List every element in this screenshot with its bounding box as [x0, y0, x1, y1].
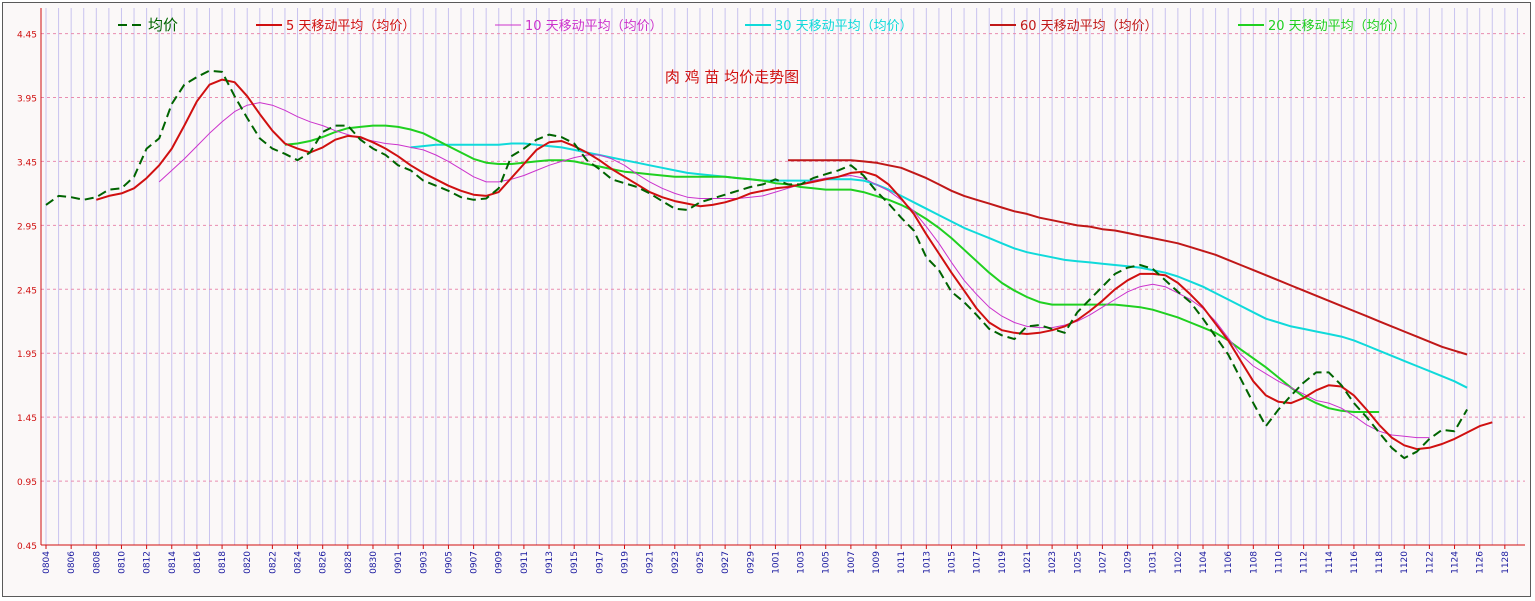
x-tick-label: 1009 — [872, 551, 882, 574]
x-tick-label: 1102 — [1174, 551, 1184, 574]
x-tick-label: 0905 — [444, 551, 454, 574]
y-tick-label: 1.45 — [17, 414, 37, 424]
axes — [40, 8, 1525, 546]
x-tick-label: 0810 — [117, 551, 127, 574]
legend-label: 20 天移动平均（均价） — [1268, 19, 1406, 34]
x-tick-label: 0818 — [218, 551, 228, 574]
x-tick-label: 1007 — [847, 551, 857, 574]
x-tick-label: 1108 — [1249, 551, 1259, 574]
x-tick-label: 1029 — [1124, 551, 1134, 574]
x-tick-label: 0903 — [419, 551, 429, 574]
x-tick-label: 0917 — [595, 551, 605, 574]
legend-label: 30 天移动平均（均价） — [775, 19, 913, 34]
x-tick-label: 0812 — [143, 551, 153, 574]
x-tick-label: 0901 — [394, 551, 404, 574]
legend-label: 60 天移动平均（均价） — [1020, 19, 1158, 34]
x-tick-label: 1104 — [1199, 551, 1209, 574]
x-tick-label: 0830 — [369, 551, 379, 574]
x-tick-label: 1001 — [771, 551, 781, 574]
x-tick-label: 1003 — [797, 551, 807, 574]
x-tick-label: 0929 — [746, 551, 756, 574]
x-tick-label: 0816 — [193, 551, 203, 574]
series-line — [788, 159, 1468, 356]
y-tick-label: 0.95 — [17, 478, 37, 488]
x-tick-label: 1005 — [822, 551, 832, 574]
x-tick-label: 0808 — [92, 551, 102, 574]
legend-label: 均价 — [148, 16, 178, 34]
x-tick-label: 1017 — [973, 551, 983, 574]
x-tick-label: 1120 — [1400, 551, 1410, 574]
series-line — [158, 102, 1430, 439]
legend-label: 10 天移动平均（均价） — [525, 19, 663, 34]
x-tick-label: 1021 — [1023, 551, 1033, 574]
x-tick-label: 0915 — [570, 551, 580, 574]
x-tick-label: 1126 — [1476, 551, 1486, 574]
x-tick-label: 0911 — [520, 551, 530, 574]
x-tick-label: 1122 — [1425, 551, 1435, 574]
x-tick-label: 0919 — [621, 551, 631, 574]
y-tick-label: 2.45 — [17, 286, 37, 296]
x-tick-label: 1011 — [897, 551, 907, 574]
x-axis-tick-labels: 0804 0806 0808 0810 0812 0814 0816 0818 0820 0822… — [42, 545, 1511, 574]
x-tick-label: 1013 — [922, 551, 932, 574]
x-tick-label: 1116 — [1350, 551, 1360, 574]
x-tick-label: 0923 — [671, 551, 681, 574]
x-tick-label: 1015 — [947, 551, 957, 574]
y-tick-label: 0.45 — [17, 542, 37, 552]
series-line — [284, 124, 1380, 413]
x-tick-label: 1031 — [1149, 551, 1159, 574]
legend: 均价 5 天移动平均（均价） 10 天移动平均（均价） 30 天移动平均（均价） 60 … — [118, 16, 1406, 34]
x-tick-label: 0828 — [344, 551, 354, 574]
x-tick-label: 1025 — [1073, 551, 1083, 574]
x-tick-label: 0925 — [696, 551, 706, 574]
x-tick-label: 0822 — [268, 551, 278, 574]
y-tick-label: 3.95 — [17, 95, 37, 105]
x-tick-label: 1110 — [1274, 551, 1284, 574]
x-tick-label: 0814 — [168, 551, 178, 574]
x-tick-label: 0921 — [646, 551, 656, 574]
series-line — [45, 69, 1468, 460]
x-tick-label: 0806 — [67, 551, 77, 574]
y-tick-label: 4.45 — [17, 31, 37, 41]
x-tick-label: 0824 — [294, 551, 304, 574]
x-tick-label: 1027 — [1098, 551, 1108, 574]
x-tick-label: 1019 — [998, 551, 1008, 574]
x-tick-label: 0909 — [495, 551, 505, 574]
x-tick-label: 1114 — [1325, 551, 1335, 574]
x-tick-label: 1112 — [1300, 551, 1310, 574]
plot-series — [45, 69, 1493, 460]
y-tick-label: 2.95 — [17, 222, 37, 232]
x-tick-label: 1124 — [1451, 551, 1461, 574]
x-tick-label: 1118 — [1375, 551, 1385, 574]
y-tick-label: 1.95 — [17, 350, 37, 360]
chart-title: 肉 鸡 苗 均价走势图 — [665, 68, 799, 86]
x-tick-label: 0907 — [470, 551, 480, 574]
x-tick-label: 1128 — [1501, 551, 1511, 574]
x-tick-label: 0804 — [42, 551, 52, 574]
background-stripes — [45, 8, 1518, 545]
x-tick-label: 0913 — [545, 551, 555, 574]
x-tick-label: 0927 — [721, 551, 731, 574]
x-tick-label: 1106 — [1224, 551, 1234, 574]
x-tick-label: 0826 — [319, 551, 329, 574]
y-axis-tick-labels: 0.45 0.95 1.45 1.95 2.45 2.95 3.45 3.95 4.45 — [17, 31, 37, 552]
x-tick-label: 0820 — [243, 551, 253, 574]
x-tick-label: 1023 — [1048, 551, 1058, 574]
legend-label: 5 天移动平均（均价） — [286, 19, 415, 34]
series-line — [96, 78, 1493, 451]
y-tick-label: 3.45 — [17, 158, 37, 168]
